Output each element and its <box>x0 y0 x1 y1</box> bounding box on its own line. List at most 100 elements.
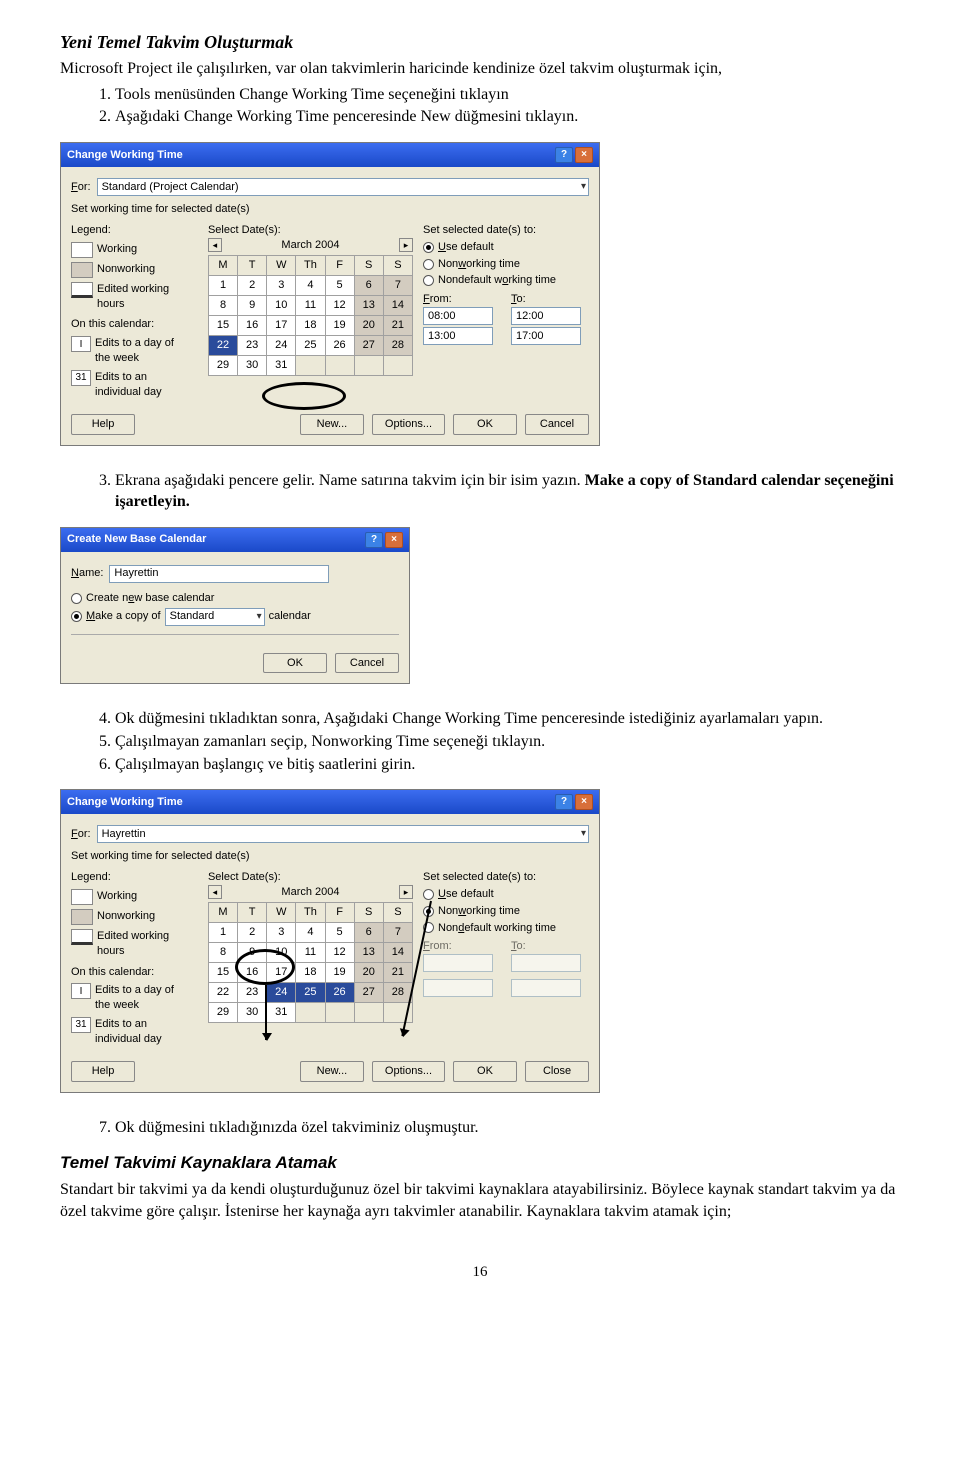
help-icon[interactable]: ? <box>555 147 573 163</box>
nondefault-radio[interactable]: Nondefault working time <box>423 273 589 288</box>
to-time-1[interactable]: 12:00 <box>511 307 581 325</box>
close-icon[interactable]: × <box>385 532 403 548</box>
legend-day-box: I <box>71 983 91 999</box>
steps-list-3: Ekrana aşağıdaki pencere gelir. Name sat… <box>60 470 900 513</box>
copy-combo[interactable]: Standard <box>165 608 265 626</box>
nonworking-radio[interactable]: Nonworking time <box>423 904 589 919</box>
next-month-button[interactable]: ▸ <box>399 238 413 252</box>
set-working-time-label: Set working time for selected date(s) <box>71 849 589 864</box>
legend-edits-day: Edits to a day of the week <box>95 336 185 366</box>
calendar-word: calendar <box>269 609 311 624</box>
for-combo[interactable]: Standard (Project Calendar) <box>97 178 589 196</box>
select-dates-label: Select Date(s): <box>208 870 413 885</box>
for-combo[interactable]: Hayrettin <box>97 825 589 843</box>
legend-nonworking: Nonworking <box>97 262 187 277</box>
cal-day-header: M <box>208 255 237 275</box>
change-working-time-dialog: Change Working Time ? × FFor:or: Standar… <box>60 142 600 445</box>
from-label: From: <box>423 292 501 307</box>
help-icon[interactable]: ? <box>365 532 383 548</box>
nonworking-radio[interactable]: Nonworking time <box>423 257 589 272</box>
close-button[interactable]: Close <box>525 1061 589 1082</box>
ok-button[interactable]: OK <box>453 1061 517 1082</box>
use-default-radio[interactable]: Use default <box>423 240 589 255</box>
to-time-1 <box>511 954 581 972</box>
help-icon[interactable]: ? <box>555 794 573 810</box>
dialog-title: Create New Base Calendar <box>67 532 206 547</box>
cal-day-header: F <box>325 255 354 275</box>
for-label: FFor:or: <box>71 180 91 195</box>
step-4: Ok düğmesini tıkladıktan sonra, Aşağıdak… <box>115 708 900 730</box>
close-icon[interactable]: × <box>575 147 593 163</box>
options-button[interactable]: Options... <box>372 1061 445 1082</box>
calendar-panel: Select Date(s): ◂ March 2004 ▸ M T W Th … <box>208 870 413 1051</box>
select-dates-label: Select Date(s): <box>208 223 413 238</box>
step-7: Ok düğmesini tıkladığınızda özel takvimi… <box>115 1117 900 1139</box>
calendar-grid[interactable]: M T W Th F S S 1234567 891011121314 1516… <box>208 902 413 1023</box>
create-base-calendar-dialog: Create New Base Calendar ? × Name: Hayre… <box>60 527 410 685</box>
legend-header: Legend: <box>71 223 198 238</box>
steps-list-b: Ok düğmesini tıkladıktan sonra, Aşağıdak… <box>60 708 900 775</box>
prev-month-button[interactable]: ◂ <box>208 885 222 899</box>
cal-day-header: S <box>383 255 412 275</box>
ok-button[interactable]: OK <box>453 414 517 435</box>
create-new-radio[interactable]: Create new base calendar <box>71 591 399 606</box>
step-1: Tools menüsünden Change Working Time seç… <box>115 84 900 106</box>
cal-day-header: F <box>325 902 354 922</box>
intro-paragraph: Microsoft Project ile çalışılırken, var … <box>60 58 900 80</box>
legend-edits-day: Edits to a day of the week <box>95 983 185 1013</box>
from-label: From: <box>423 939 501 954</box>
legend-header: Legend: <box>71 870 198 885</box>
to-time-2[interactable]: 17:00 <box>511 327 581 345</box>
to-label: To: <box>511 292 589 307</box>
legend-working: Working <box>97 889 187 904</box>
new-button[interactable]: New... <box>300 1061 364 1082</box>
cal-day-header: S <box>354 902 383 922</box>
steps-list-7: Ok düğmesini tıkladığınızda özel takvimi… <box>60 1117 900 1139</box>
legend-working: Working <box>97 242 187 257</box>
use-default-radio[interactable]: Use default <box>423 887 589 902</box>
dialog-title: Change Working Time <box>67 148 183 163</box>
step-6: Çalışılmayan başlangıç ve bitiş saatleri… <box>115 754 900 776</box>
options-button[interactable]: Options... <box>372 414 445 435</box>
set-selected-label: Set selected date(s) to: <box>423 870 589 885</box>
closing-paragraph: Standart bir takvimi ya da kendi oluştur… <box>60 1179 900 1222</box>
nondefault-radio[interactable]: Nondefault working time <box>423 921 589 936</box>
name-input[interactable]: Hayrettin <box>109 565 329 583</box>
legend-day-box: I <box>71 336 91 352</box>
ok-button[interactable]: OK <box>263 653 327 674</box>
month-label: March 2004 <box>281 238 339 253</box>
cancel-button[interactable]: Cancel <box>525 414 589 435</box>
change-working-time-dialog-2: Change Working Time ? × For: Hayrettin S… <box>60 789 600 1092</box>
close-icon[interactable]: × <box>575 794 593 810</box>
page-number: 16 <box>60 1262 900 1282</box>
subheading: Temel Takvimi Kaynaklara Atamak <box>60 1152 900 1175</box>
legend-edited: Edited working hours <box>97 929 187 959</box>
help-button[interactable]: Help <box>71 414 135 435</box>
legend-panel: Legend: Working Nonworking Edited workin… <box>71 870 198 1051</box>
new-button[interactable]: New... <box>300 414 364 435</box>
legend-ind-box: 31 <box>71 370 91 386</box>
for-label: For: <box>71 827 91 842</box>
legend-ind-box: 31 <box>71 1017 91 1033</box>
cal-day-header: Th <box>296 902 325 922</box>
next-month-button[interactable]: ▸ <box>399 885 413 899</box>
legend-panel: Legend: Working Nonworking Edited workin… <box>71 223 198 404</box>
legend-oncal: On this calendar: <box>71 965 198 980</box>
make-copy-radio[interactable]: Make a copy of Standard calendar <box>71 608 399 626</box>
cancel-button[interactable]: Cancel <box>335 653 399 674</box>
cal-day-header: M <box>208 902 237 922</box>
calendar-grid[interactable]: M T W Th F S S 1234567 891011121314 1516… <box>208 255 413 376</box>
step-3: Ekrana aşağıdaki pencere gelir. Name sat… <box>115 470 900 513</box>
dialog-titlebar: Change Working Time ? × <box>61 790 599 814</box>
help-button[interactable]: Help <box>71 1061 135 1082</box>
name-label: Name: <box>71 566 103 581</box>
legend-edited: Edited working hours <box>97 282 187 312</box>
legend-edits-ind: Edits to an individual day <box>95 370 185 400</box>
to-time-2 <box>511 979 581 997</box>
from-time-1[interactable]: 08:00 <box>423 307 493 325</box>
cal-day-header: W <box>267 902 296 922</box>
prev-month-button[interactable]: ◂ <box>208 238 222 252</box>
dialog-title: Change Working Time <box>67 795 183 810</box>
from-time-2[interactable]: 13:00 <box>423 327 493 345</box>
set-working-time-label: Set working time for selected date(s) <box>71 202 589 217</box>
